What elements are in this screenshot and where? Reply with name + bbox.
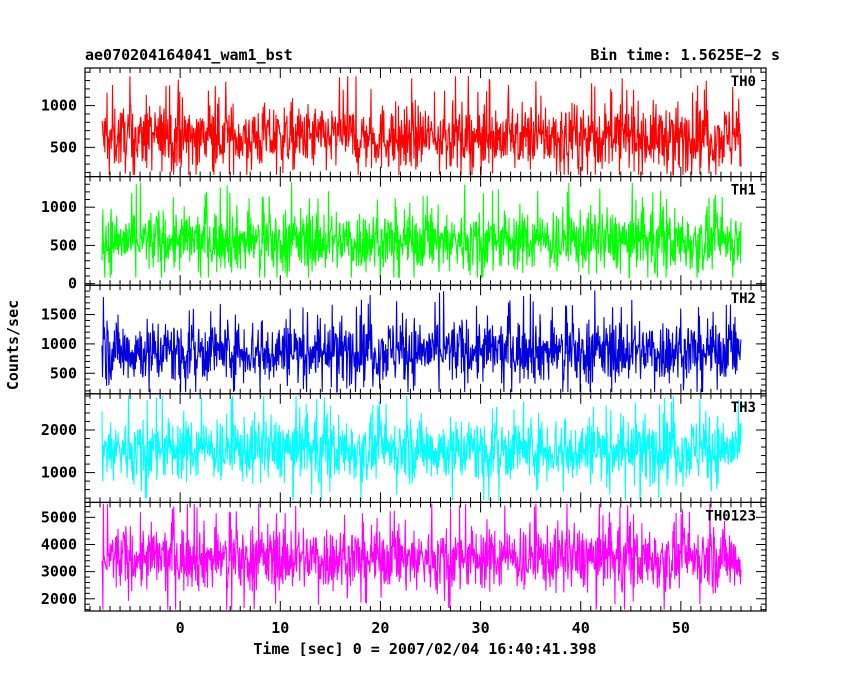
plot-area: 5001000TH005001000TH150010001500TH210002… [41, 67, 767, 637]
series-line-th1 [101, 182, 742, 279]
x-axis-title: Time [sec] 0 = 2007/02/04 16:40:41.398 [253, 640, 596, 658]
panel-label-th0: TH0 [731, 74, 756, 90]
x-tick-label: 50 [672, 619, 690, 637]
chart-title: ae070204164041_wam1_bst [85, 46, 293, 64]
x-tick-label: 10 [271, 619, 289, 637]
x-tick-label: 20 [371, 619, 389, 637]
y-tick-label: 4000 [41, 535, 77, 553]
y-tick-label: 0 [68, 275, 77, 293]
panel-th0123: 2000 3000 4000 5000 TH0123 [41, 501, 767, 612]
panel-th1: 0 500 1000 TH1 [41, 176, 767, 293]
x-tick-label: 30 [472, 619, 490, 637]
y-tick-label: 1000 [41, 198, 77, 216]
series-line-th0123 [101, 503, 742, 610]
y-tick-label: 1000 [41, 464, 77, 482]
panel-frame [84, 501, 767, 612]
y-axis-title: Counts/sec [4, 300, 22, 390]
y-tick-label: 1000 [41, 97, 77, 115]
y-tick-label: 2000 [41, 421, 77, 439]
y-tick-label: 1000 [41, 335, 77, 353]
y-tick-label: 500 [50, 364, 77, 382]
panel-label-th1: TH1 [731, 183, 756, 199]
y-tick-label: 5000 [41, 508, 77, 526]
panel-frame [84, 284, 767, 395]
x-tick-label: 40 [572, 619, 590, 637]
y-tick-label: 500 [50, 138, 77, 156]
bin-time-label: Bin time: 1.5625E−2 s [590, 46, 780, 64]
panel-th2: 500 1000 1500 TH2 [41, 284, 767, 395]
panel-label-th3: TH3 [731, 400, 756, 416]
y-tick-label: 500 [50, 236, 77, 254]
panel-label-th0123: TH0123 [705, 508, 756, 524]
series-line-th2 [101, 290, 742, 393]
series-line-th3 [101, 395, 742, 501]
y-tick-label: 1500 [41, 306, 77, 324]
series-line-th0 [101, 75, 742, 176]
y-tick-label: 3000 [41, 563, 77, 581]
y-tick-label: 2000 [41, 590, 77, 608]
x-tick-label: 0 [176, 619, 185, 637]
panel-label-th2: TH2 [731, 291, 756, 307]
panel-th3: 1000 2000 TH3 [41, 393, 767, 503]
panel-th0: 500 1000 TH0 [41, 67, 767, 178]
